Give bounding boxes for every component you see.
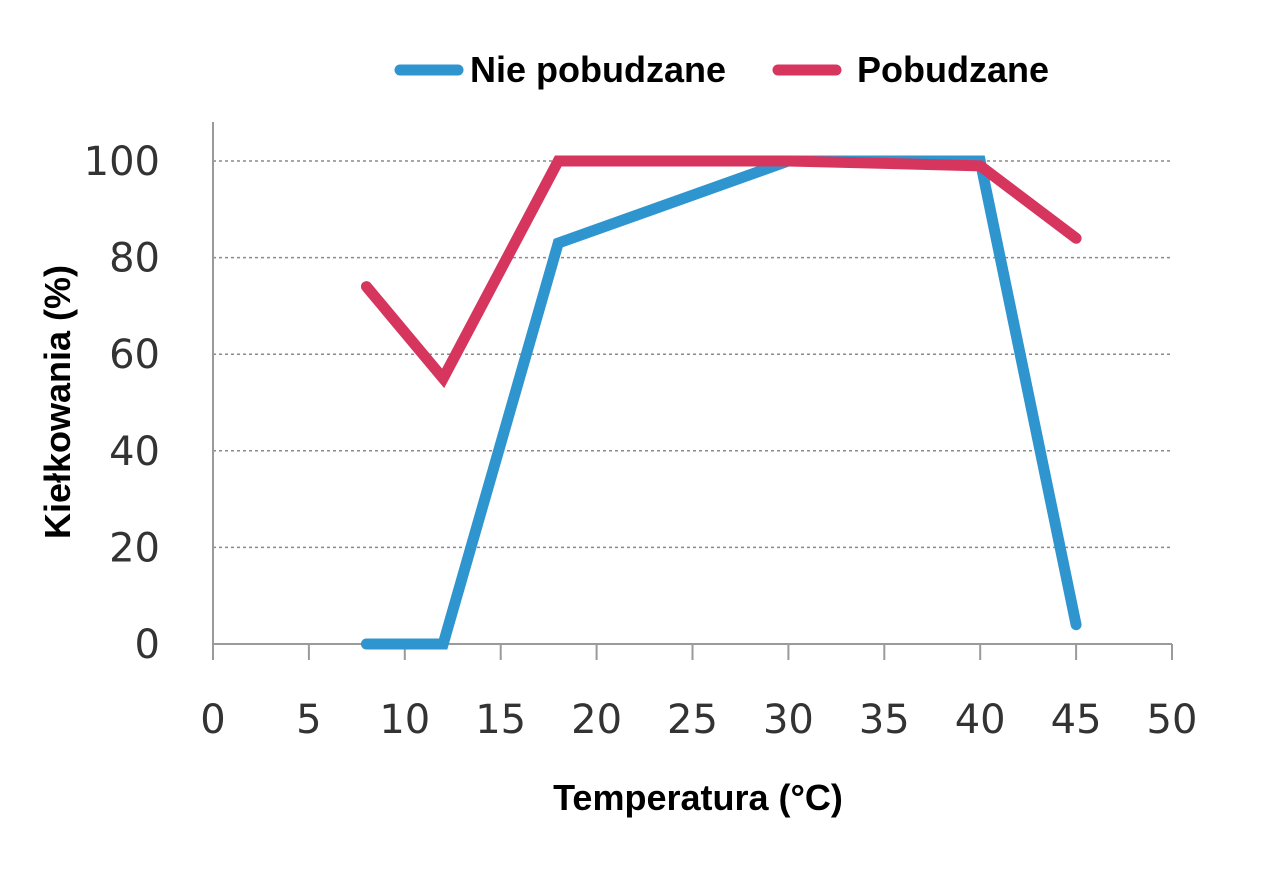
y-tick-label: 60 — [109, 332, 160, 378]
y-tick-labels: 0 20 40 60 80 100 — [84, 139, 160, 668]
x-tick-label: 5 — [296, 697, 321, 743]
legend: Nie pobudzane Pobudzane — [394, 49, 1049, 90]
y-tick-label: 40 — [109, 429, 160, 475]
axes — [212, 122, 1173, 660]
x-tick-label: 10 — [379, 697, 430, 743]
x-tick-label: 20 — [571, 697, 622, 743]
legend-label-1: Nie pobudzane — [470, 49, 726, 90]
gridlines — [213, 160, 1172, 549]
y-tick-label: 80 — [109, 236, 160, 282]
y-axis-title: Kiełkowania (%) — [37, 265, 78, 539]
series-lines — [360, 155, 1082, 650]
x-tick-label: 40 — [955, 697, 1006, 743]
x-tick-label: 25 — [667, 697, 718, 743]
series-line-2 — [360, 155, 1082, 389]
x-tick-labels: 0 5 10 15 20 25 30 35 40 45 50 — [200, 697, 1197, 743]
y-tick-label: 0 — [135, 622, 160, 668]
x-tick-label: 50 — [1147, 697, 1198, 743]
y-tick-label: 20 — [109, 525, 160, 571]
y-tick-label: 100 — [84, 139, 160, 185]
x-axis-title: Temperatura (°C) — [553, 777, 843, 818]
x-tick-label: 35 — [859, 697, 910, 743]
x-tick-label: 30 — [763, 697, 814, 743]
x-tick-label: 15 — [475, 697, 526, 743]
x-tick-label: 0 — [200, 697, 225, 743]
legend-label-2: Pobudzane — [857, 49, 1049, 90]
series-line-1 — [360, 155, 1082, 650]
x-tick-label: 45 — [1051, 697, 1102, 743]
